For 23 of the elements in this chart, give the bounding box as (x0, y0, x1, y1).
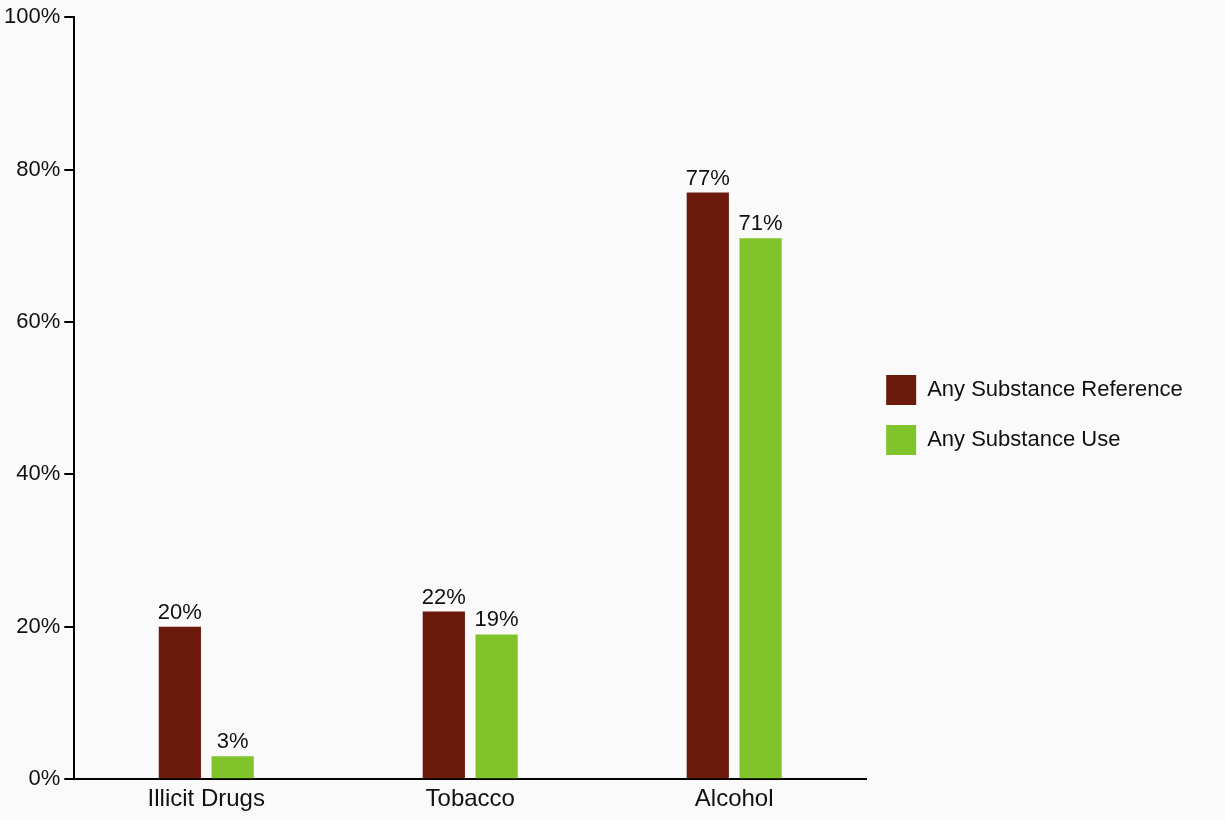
data-label: 20% (157, 598, 202, 624)
x-tick-label: Illicit Drugs (147, 784, 265, 812)
bar (422, 611, 465, 779)
legend-label: Any Substance Use (927, 426, 1133, 452)
bar (686, 192, 729, 779)
bar (211, 756, 254, 779)
data-label: 77% (685, 164, 730, 190)
x-tick-label: Tobacco (425, 784, 515, 812)
data-label: 19% (474, 606, 519, 632)
bar (739, 238, 782, 779)
y-tick-label: 20% (16, 612, 61, 638)
y-tick-label: 40% (16, 460, 61, 486)
y-tick-label: 60% (16, 308, 61, 334)
x-tick-label: Alcohol (694, 784, 774, 812)
bar (475, 634, 518, 779)
data-label: 71% (738, 210, 783, 236)
y-tick-label: 0% (28, 765, 61, 791)
bar (158, 626, 201, 779)
legend-label: Any Substance Reference (927, 376, 1195, 402)
data-label: 3% (216, 728, 249, 754)
data-label: 22% (421, 583, 466, 609)
y-tick-label: 100% (3, 3, 61, 29)
y-tick-label: 80% (16, 155, 61, 181)
